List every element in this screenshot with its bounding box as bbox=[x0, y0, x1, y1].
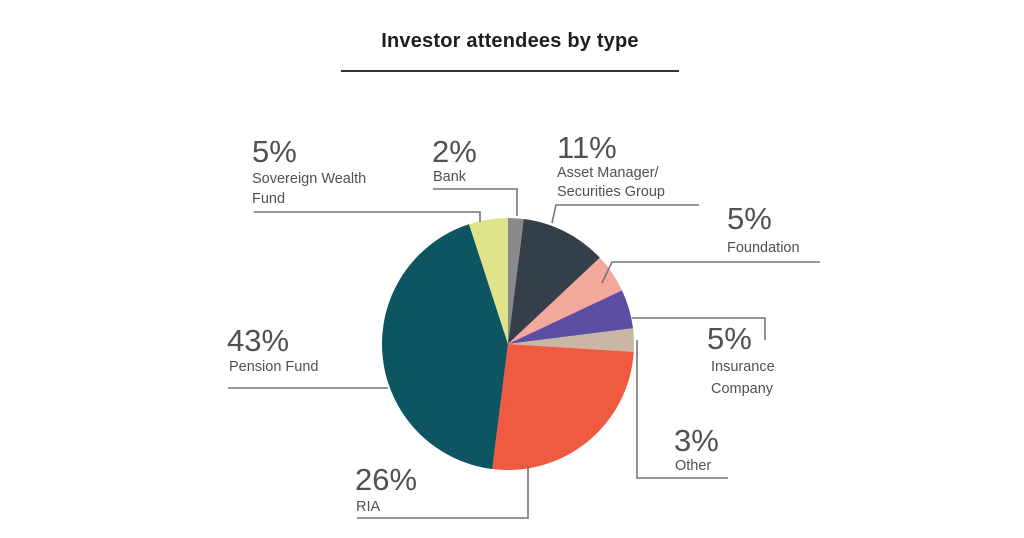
slice-labels: 2%Bank 11%Asset Manager/Securities Group 5… bbox=[227, 130, 800, 515]
leader-line-asset-manager bbox=[551, 204, 699, 224]
category-label-pension-fund: Pension Fund bbox=[229, 359, 318, 375]
category-label-insurance-company-line-1: Insurance bbox=[711, 359, 775, 375]
category-label-asset-manager-line-1: Asset Manager/ bbox=[557, 165, 660, 181]
leader-lines bbox=[228, 188, 820, 519]
category-label-insurance-company-line-2: Company bbox=[711, 381, 774, 397]
category-label-foundation: Foundation bbox=[727, 240, 800, 256]
category-label-other: Other bbox=[675, 458, 711, 474]
pie-slice-bank bbox=[508, 218, 524, 344]
pie-slice-other bbox=[508, 328, 635, 352]
percent-label-asset-manager: 11% bbox=[557, 130, 617, 165]
leader-line-insurance-company bbox=[632, 317, 766, 340]
percent-label-insurance-company: 5% bbox=[707, 321, 752, 356]
percent-label-pension-fund: 43% bbox=[227, 323, 289, 358]
percent-label-foundation: 5% bbox=[727, 201, 772, 236]
percent-label-ria: 26% bbox=[355, 462, 417, 497]
leader-line-bank bbox=[433, 188, 518, 216]
leader-line-foundation bbox=[601, 261, 820, 284]
percent-label-bank: 2% bbox=[432, 134, 477, 169]
title-underline bbox=[341, 70, 679, 72]
pie-slice-insurance-company bbox=[508, 290, 634, 344]
category-label-bank: Bank bbox=[433, 169, 467, 185]
leader-line-other bbox=[636, 340, 728, 479]
pie-slice-sovereign-wealth-fund bbox=[469, 218, 508, 344]
chart-title: Investor attendees by type bbox=[381, 30, 639, 52]
category-label-asset-manager-line-2: Securities Group bbox=[557, 184, 665, 200]
pie-slice-asset-manager bbox=[508, 218, 600, 344]
category-label-ria: RIA bbox=[356, 499, 381, 515]
category-label-sovereign-wealth-fund-line-2: Fund bbox=[252, 191, 285, 207]
percent-label-other: 3% bbox=[674, 423, 719, 458]
pie-slices bbox=[381, 218, 635, 471]
pie-slice-pension-fund bbox=[381, 224, 508, 470]
leader-line-ria bbox=[357, 465, 529, 519]
category-label-sovereign-wealth-fund-line-1: Sovereign Wealth bbox=[252, 171, 366, 187]
pie-slice-ria bbox=[492, 344, 634, 471]
percent-label-sovereign-wealth-fund: 5% bbox=[252, 134, 297, 169]
leader-line-sovereign-wealth-fund bbox=[254, 211, 481, 222]
pie-slice-foundation bbox=[508, 257, 623, 344]
